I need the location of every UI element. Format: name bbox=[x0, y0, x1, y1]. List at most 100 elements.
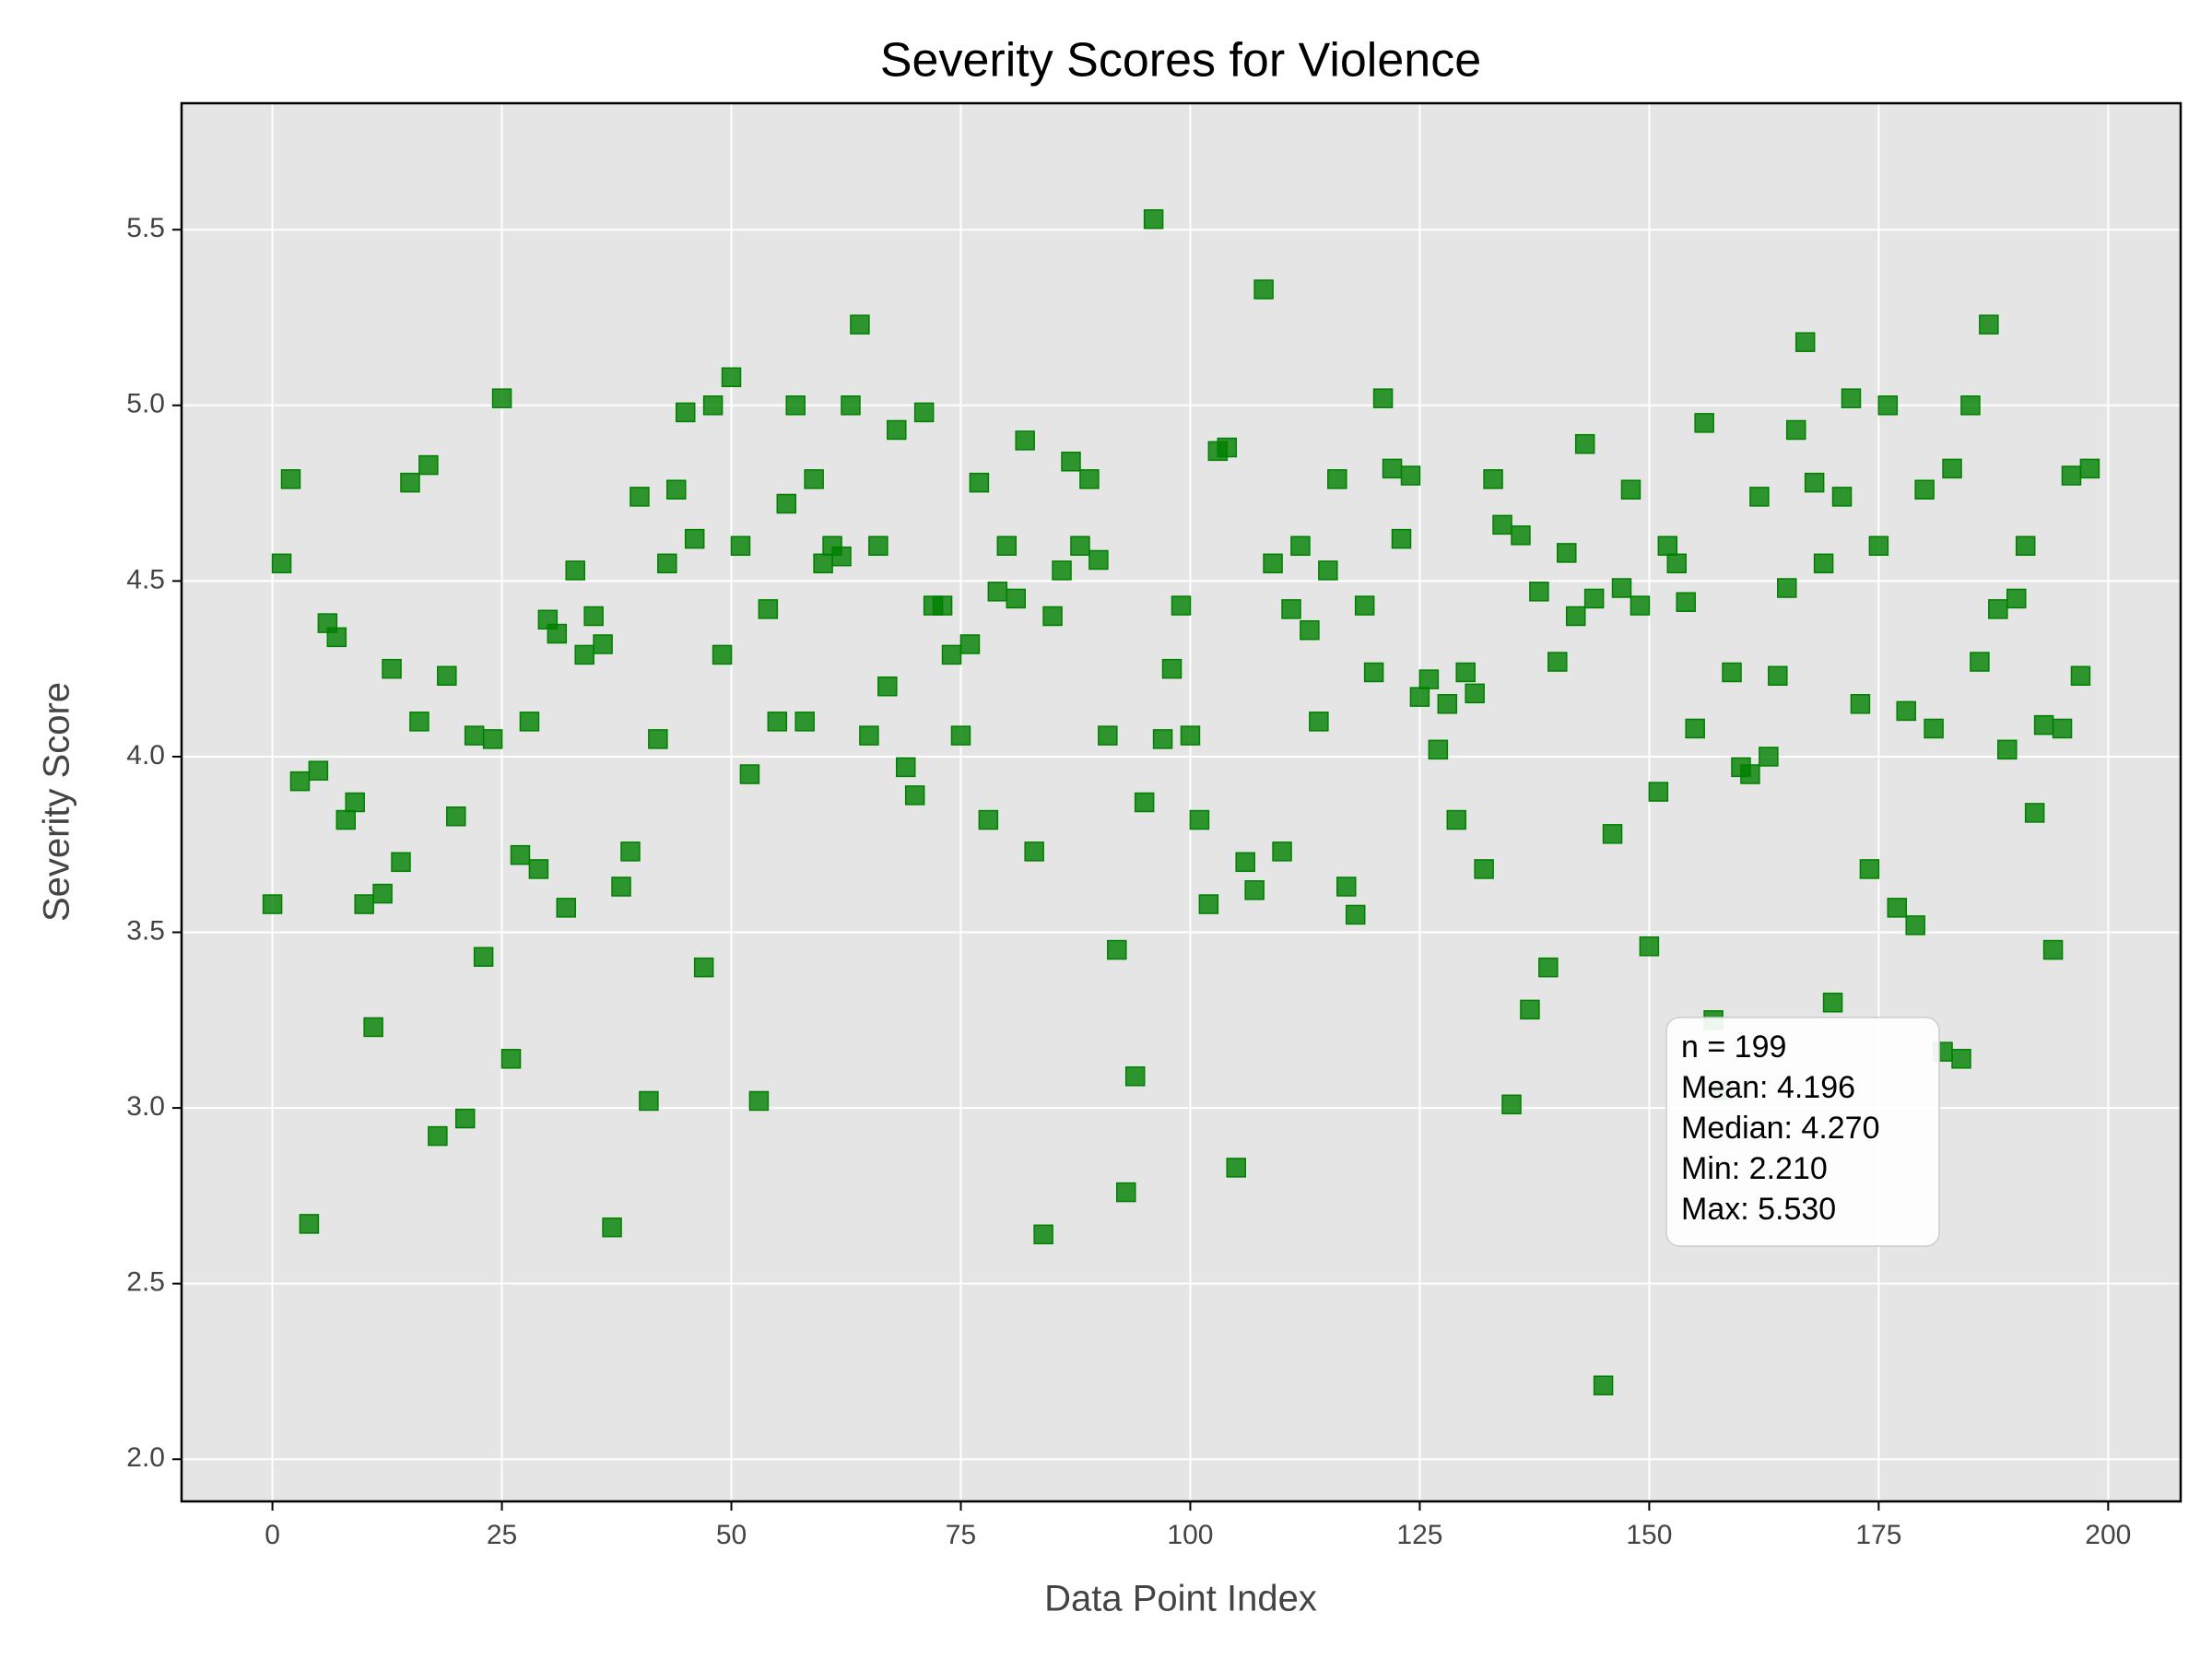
marker bbox=[1290, 535, 1311, 557]
marker bbox=[887, 419, 907, 441]
marker bbox=[1813, 553, 1834, 574]
marker bbox=[1354, 595, 1375, 616]
marker bbox=[500, 1048, 522, 1069]
marker bbox=[1180, 725, 1201, 746]
marker bbox=[1538, 957, 1559, 978]
stats-line: Max: 5.530 bbox=[1681, 1192, 1836, 1227]
marker bbox=[280, 469, 301, 489]
marker bbox=[1161, 658, 1182, 679]
marker bbox=[271, 553, 292, 574]
axes: 0 25 50 75 100 125 150 175 200 2.0 2.5 3.0 3.5 4.0 4.5… bbox=[126, 213, 2131, 1550]
y-tick-label: 4.5 bbox=[126, 564, 165, 594]
marker bbox=[446, 806, 466, 827]
stats-box-background bbox=[1665, 1017, 1940, 1247]
marker bbox=[978, 809, 999, 830]
marker bbox=[794, 712, 815, 732]
marker bbox=[1520, 999, 1540, 1020]
marker bbox=[1676, 592, 1696, 612]
stats-line: Mean: 4.196 bbox=[1681, 1070, 1855, 1105]
marker bbox=[841, 395, 861, 416]
marker bbox=[1574, 433, 1595, 454]
marker bbox=[859, 725, 879, 746]
marker bbox=[2061, 465, 2082, 486]
marker bbox=[547, 623, 568, 644]
marker bbox=[1602, 824, 1623, 844]
marker bbox=[1694, 413, 1714, 433]
marker bbox=[666, 479, 687, 500]
marker bbox=[418, 454, 439, 476]
marker bbox=[1804, 472, 1825, 493]
grid bbox=[182, 103, 2181, 1501]
marker bbox=[895, 757, 916, 778]
marker bbox=[1263, 553, 1283, 574]
marker bbox=[1115, 1182, 1136, 1203]
marker bbox=[1088, 549, 1109, 571]
marker bbox=[996, 535, 1018, 557]
marker bbox=[308, 760, 329, 781]
marker bbox=[813, 553, 833, 574]
marker bbox=[1226, 1158, 1247, 1178]
marker bbox=[1850, 694, 1871, 714]
marker bbox=[1024, 841, 1044, 862]
marker bbox=[391, 852, 411, 873]
marker bbox=[1970, 652, 1990, 672]
x-tick-label: 150 bbox=[1626, 1520, 1672, 1550]
marker bbox=[1107, 939, 1127, 960]
x-tick-label: 100 bbox=[1167, 1520, 1213, 1550]
marker bbox=[693, 957, 714, 978]
marker bbox=[1033, 1224, 1053, 1245]
marker bbox=[1822, 993, 1843, 1013]
x-axis-label: Data Point Index bbox=[1044, 1579, 1317, 1619]
marker bbox=[1740, 764, 1760, 784]
marker bbox=[1657, 535, 1678, 557]
marker bbox=[1951, 1048, 1971, 1069]
marker bbox=[1446, 809, 1467, 830]
marker bbox=[556, 898, 577, 918]
marker bbox=[1611, 578, 1632, 598]
marker bbox=[1759, 747, 1779, 767]
marker bbox=[868, 535, 888, 557]
marker bbox=[639, 1090, 659, 1112]
marker bbox=[1785, 419, 1806, 441]
x-tick-label: 75 bbox=[946, 1520, 976, 1550]
marker bbox=[1492, 514, 1512, 535]
marker bbox=[354, 894, 374, 914]
marker bbox=[1722, 662, 1742, 683]
marker bbox=[1272, 841, 1292, 862]
marker bbox=[1877, 395, 1899, 416]
marker bbox=[1887, 898, 1908, 918]
stats-line: n = 199 bbox=[1681, 1030, 1786, 1065]
marker bbox=[565, 560, 585, 581]
marker bbox=[1217, 437, 1238, 458]
marker bbox=[593, 634, 613, 654]
marker bbox=[1620, 479, 1641, 500]
marker bbox=[730, 535, 751, 557]
marker bbox=[748, 1090, 770, 1112]
marker bbox=[950, 725, 971, 746]
marker bbox=[400, 472, 420, 493]
marker bbox=[2015, 535, 2036, 557]
marker bbox=[1098, 725, 1118, 746]
y-axis-label: Severity Score bbox=[37, 682, 77, 922]
marker bbox=[1859, 859, 1880, 879]
marker bbox=[1061, 452, 1081, 472]
marker bbox=[758, 599, 779, 619]
marker bbox=[345, 792, 365, 813]
marker bbox=[1831, 487, 1853, 507]
marker bbox=[1345, 904, 1366, 925]
marker bbox=[1529, 582, 1549, 602]
marker bbox=[602, 1217, 622, 1238]
marker bbox=[932, 595, 953, 616]
marker bbox=[629, 487, 650, 507]
marker bbox=[363, 1017, 383, 1038]
marker bbox=[850, 314, 870, 335]
x-tick-label: 0 bbox=[265, 1520, 280, 1550]
marker bbox=[941, 644, 962, 665]
y-tick-label: 2.5 bbox=[126, 1267, 165, 1298]
marker bbox=[904, 785, 925, 806]
marker bbox=[804, 469, 824, 489]
marker bbox=[464, 725, 485, 746]
x-tick-label: 50 bbox=[716, 1520, 747, 1550]
